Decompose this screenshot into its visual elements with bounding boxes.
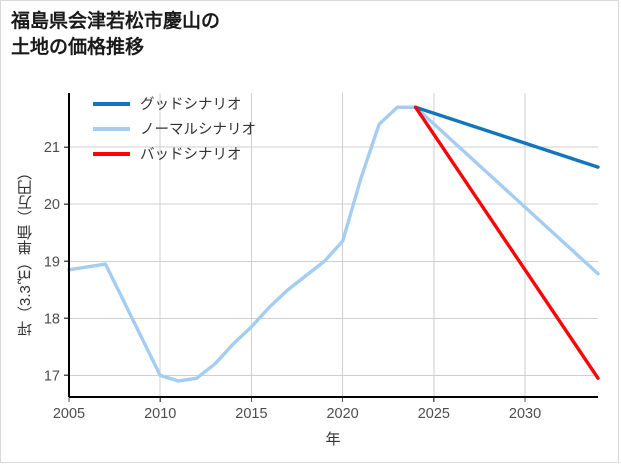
axes-group — [68, 93, 598, 398]
series-line — [67, 105, 600, 383]
x-axis-title: 年 — [325, 431, 340, 448]
y-tick-label: 19 — [44, 254, 60, 270]
x-tick-label: 2005 — [53, 406, 85, 422]
x-tick-label: 2010 — [144, 406, 176, 422]
page-title: 福島県会津若松市慶山の 土地の価格推移 — [11, 11, 221, 59]
y-tick-label: 20 — [44, 197, 60, 213]
x-tick-label: 2030 — [509, 406, 541, 422]
legend-label: バッドシナリオ — [140, 147, 242, 163]
x-axis-tick-labels: 2005 2010 2015 2020 2025 2030 — [53, 406, 541, 422]
series-line — [413, 105, 600, 169]
legend-label: ノーマルシナリオ — [140, 122, 256, 138]
legend-label: グッドシナリオ — [140, 96, 242, 113]
y-tick-label: 21 — [44, 140, 60, 156]
y-axis-title: 坪（3.3㎡）単価（万円） — [17, 165, 34, 337]
y-tick-label: 17 — [44, 368, 60, 384]
x-tick-label: 2025 — [418, 406, 450, 422]
y-tick-label: 18 — [44, 311, 60, 327]
x-tick-label: 2015 — [235, 406, 267, 422]
y-axis-title-holder: 坪（3.3㎡）単価（万円） — [15, 121, 39, 381]
series-line — [413, 105, 600, 380]
x-tick-label: 2020 — [326, 406, 358, 422]
tick-marks-group — [64, 146, 526, 402]
series-group — [67, 105, 600, 383]
y-axis-tick-labels: 17 18 19 20 21 — [44, 140, 60, 384]
